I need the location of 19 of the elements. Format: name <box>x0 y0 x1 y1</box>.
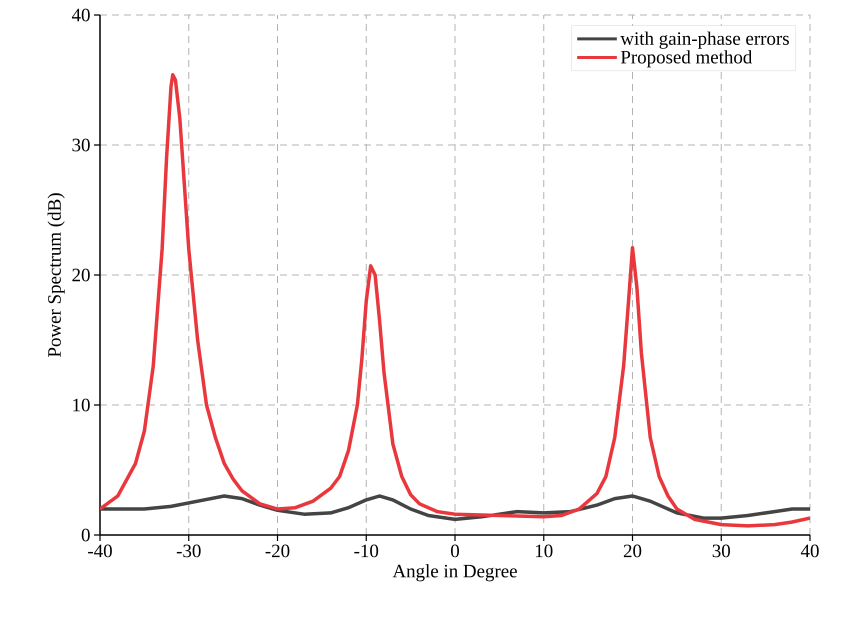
x-tick-label: 20 <box>624 544 642 558</box>
x-tick-label: -20 <box>266 544 290 558</box>
legend-label: with gain-phase errors <box>620 32 789 49</box>
y-tick-label: 10 <box>73 398 90 412</box>
x-tick-label: 10 <box>536 544 552 558</box>
x-tick-label: -10 <box>354 544 378 558</box>
y-tick-label: 20 <box>72 268 90 282</box>
y-tick-label: 40 <box>72 8 90 22</box>
x-tick-label: 30 <box>712 544 730 558</box>
y-axis-title: Power Spectrum (dB) <box>48 193 65 357</box>
x-tick-label: 40 <box>800 544 819 558</box>
y-tick-label: 30 <box>72 138 90 152</box>
x-tick-label: -30 <box>176 544 201 558</box>
x-tick-label: -40 <box>88 544 112 558</box>
y-tick-label: 0 <box>82 528 90 542</box>
legend-label: Proposed method <box>620 50 752 68</box>
line-series <box>100 73 810 528</box>
x-axis-title: Angle in Degree <box>392 564 517 582</box>
x-tick-label: 0 <box>450 544 460 558</box>
